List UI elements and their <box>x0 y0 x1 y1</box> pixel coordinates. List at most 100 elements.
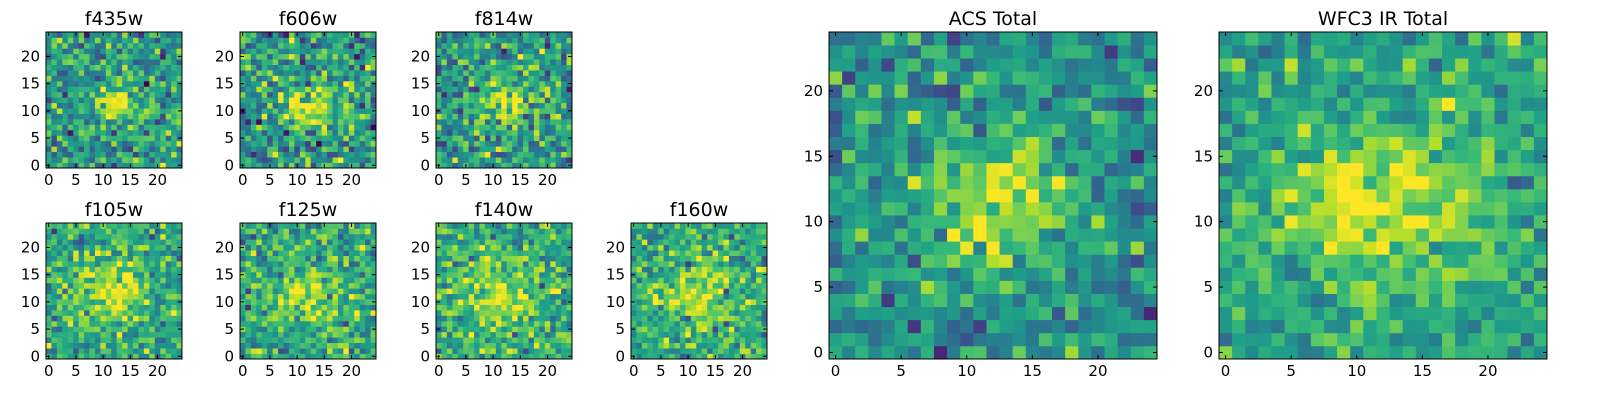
heatmap-cell <box>127 135 134 142</box>
heatmap-cell <box>245 113 252 120</box>
heatmap-cell <box>658 244 664 251</box>
heatmap-cell <box>674 293 681 300</box>
heatmap-cell <box>116 250 123 256</box>
heatmap-cell <box>868 188 882 203</box>
heatmap-cell <box>171 353 177 360</box>
heatmap-cell <box>566 48 573 55</box>
heatmap-cell <box>1025 175 1040 190</box>
heatmap-cell <box>359 239 366 246</box>
heatmap-cell <box>561 244 567 251</box>
heatmap-cell <box>294 59 301 65</box>
heatmap-cell <box>566 266 573 273</box>
heatmap-cell <box>550 250 557 256</box>
heatmap-cell <box>305 119 312 125</box>
heatmap-cell <box>138 119 145 125</box>
heatmap-cell <box>868 202 882 216</box>
heatmap-cell <box>479 261 486 267</box>
heatmap-cell <box>652 250 659 256</box>
heatmap-cell <box>631 282 637 289</box>
heatmap-cell <box>829 280 843 294</box>
heatmap-cell <box>506 304 513 311</box>
heatmap-cell <box>133 261 139 267</box>
heatmap-cell <box>116 162 123 169</box>
heatmap-cell <box>566 315 573 322</box>
heatmap-cell <box>46 70 52 76</box>
heatmap-cell <box>739 337 746 344</box>
heatmap-cell <box>78 299 85 305</box>
heatmap-cell <box>669 288 675 295</box>
heatmap-cell <box>674 304 681 311</box>
heatmap-cell <box>250 315 257 322</box>
heatmap-cell <box>105 124 112 131</box>
heatmap-cell <box>111 326 118 333</box>
heatmap-cell <box>256 250 263 256</box>
heatmap-cell <box>761 337 768 344</box>
heatmap-cell <box>176 129 183 136</box>
heatmap-cell <box>171 315 177 322</box>
heatmap-cell <box>250 162 257 169</box>
heatmap-cell <box>294 266 301 273</box>
heatmap-cell <box>1012 188 1027 203</box>
heatmap-cell <box>337 113 344 120</box>
heatmap-cell <box>868 332 882 347</box>
heatmap-cell <box>696 288 703 295</box>
heatmap-cell <box>256 320 263 327</box>
heatmap-cell <box>299 119 306 125</box>
heatmap-cell <box>1025 319 1040 334</box>
heatmap-cell <box>441 331 448 338</box>
heatmap-cell <box>512 315 518 322</box>
heatmap-cell <box>441 348 448 354</box>
heatmap-cell <box>105 348 112 354</box>
heatmap-cell <box>533 250 540 256</box>
heatmap-cell <box>46 97 52 104</box>
heatmap-cell <box>176 48 183 55</box>
heatmap-cell <box>523 37 529 44</box>
heatmap-cell <box>122 261 128 267</box>
heatmap-cell <box>712 266 719 273</box>
heatmap-cell <box>842 319 856 334</box>
heatmap-cell <box>674 326 681 333</box>
heatmap-cell <box>1012 215 1027 229</box>
heatmap-cell <box>441 277 448 284</box>
heatmap-cell <box>463 129 469 136</box>
heatmap-cell <box>310 342 317 349</box>
heatmap-cell <box>67 288 74 295</box>
heatmap-cell <box>501 239 508 246</box>
heatmap-cell <box>441 320 448 327</box>
heatmap-cell <box>517 233 524 240</box>
heatmap-cell <box>523 320 529 327</box>
heatmap-cell <box>842 175 856 190</box>
heatmap-cell <box>283 266 290 273</box>
heatmap-cell <box>245 124 252 131</box>
heatmap-cell <box>446 91 453 98</box>
heatmap-cell <box>149 277 156 284</box>
heatmap-cell <box>272 261 279 267</box>
heatmap-cell <box>316 315 322 322</box>
heatmap-cell <box>299 299 306 305</box>
heatmap-cell <box>149 119 156 125</box>
heatmap-cell <box>56 102 63 109</box>
heatmap-cell <box>299 348 306 354</box>
heatmap-cell <box>960 241 974 255</box>
heatmap-cell <box>310 48 317 55</box>
heatmap-cell <box>337 70 344 76</box>
heatmap-cell <box>138 228 145 235</box>
heatmap-cell <box>321 320 328 327</box>
heatmap-cell <box>707 293 713 300</box>
heatmap-cell <box>127 304 134 311</box>
heatmap-cell <box>278 348 284 354</box>
heatmap-cell <box>663 293 670 300</box>
heatmap-cell <box>501 320 508 327</box>
heatmap-cell <box>555 261 562 267</box>
heatmap-cell <box>127 151 134 158</box>
heatmap-cell <box>84 250 90 256</box>
heatmap-cell <box>171 326 177 333</box>
heatmap-cell <box>337 102 344 109</box>
heatmap-cell <box>490 233 497 240</box>
heatmap-cell <box>479 255 486 262</box>
heatmap-cell <box>463 91 469 98</box>
heatmap-cell <box>1130 319 1145 334</box>
heatmap-cell <box>920 293 935 308</box>
heatmap-cell <box>663 250 670 256</box>
heatmap-cell <box>56 293 63 300</box>
